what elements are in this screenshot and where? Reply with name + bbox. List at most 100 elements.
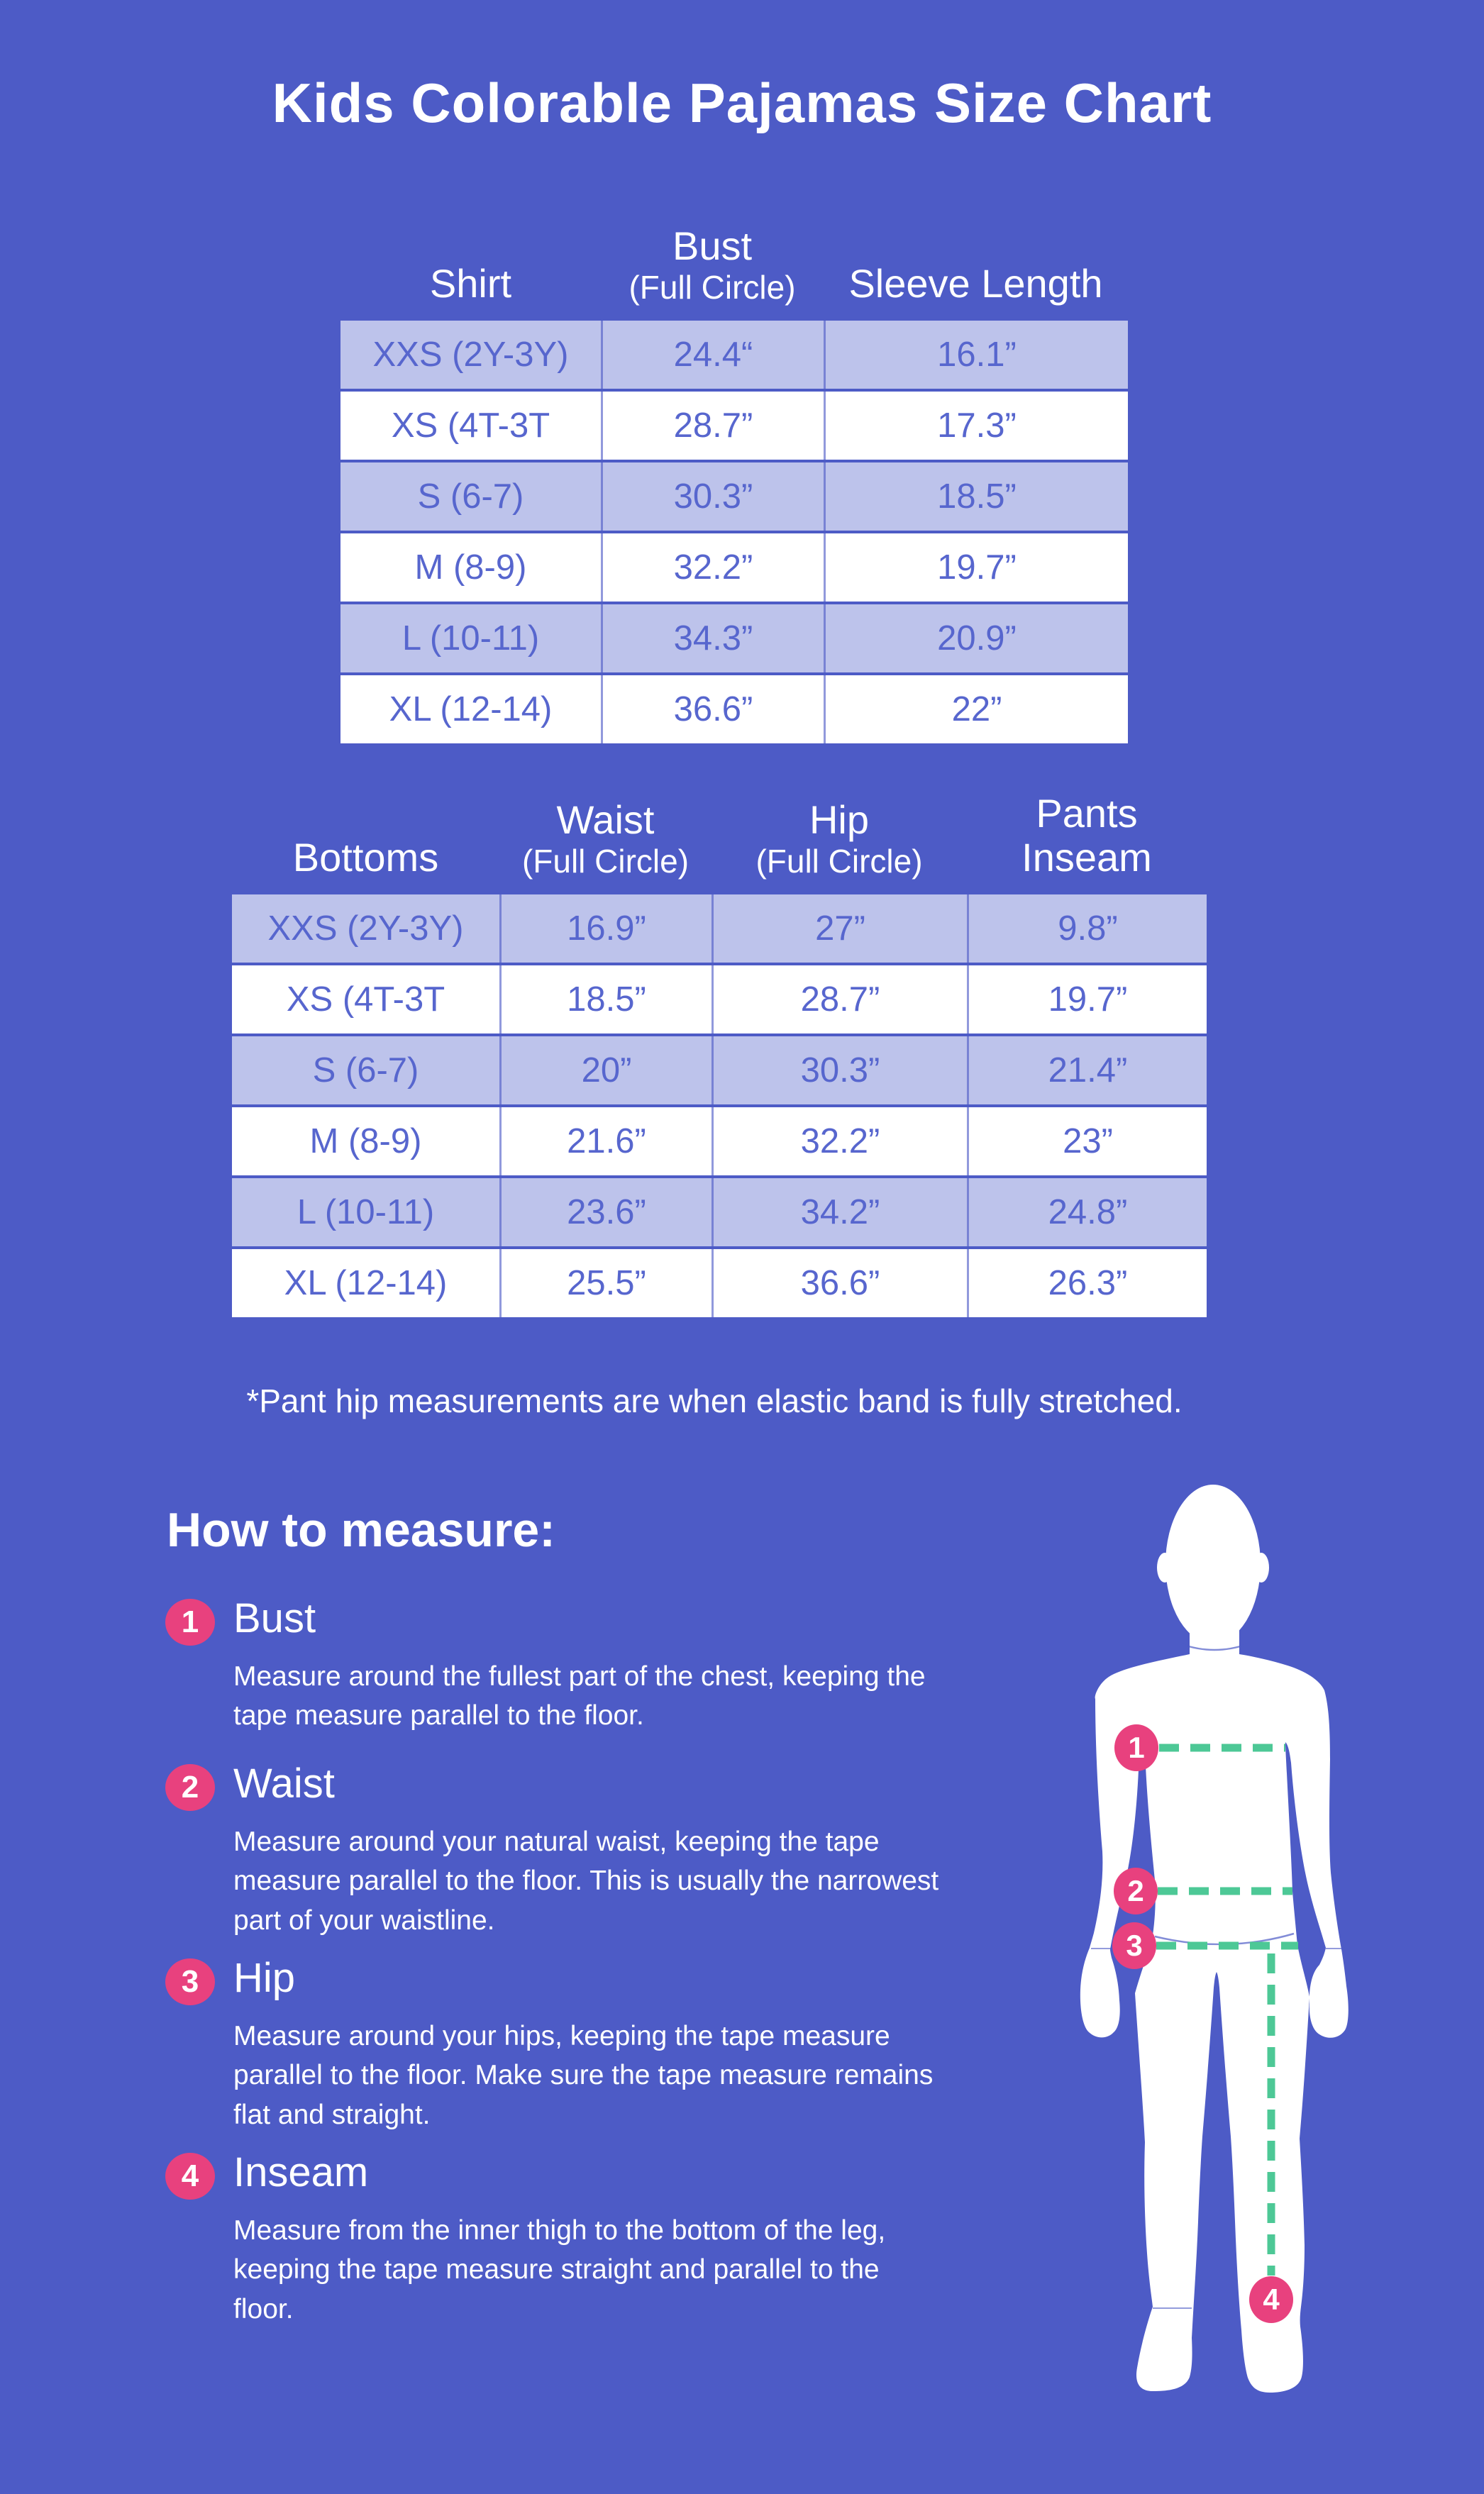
bust-cell: 24.4“ — [601, 321, 824, 389]
step-number-badge: 4 — [165, 2153, 215, 2200]
waist-cell: 23.6” — [499, 1178, 711, 1246]
step-body: Waist Measure around your natural waist,… — [233, 1761, 938, 1940]
size-cell: XL (12-14) — [389, 690, 553, 728]
shirt-table-header: Shirt Bust (Full Circle) Sleeve Length — [340, 204, 1128, 318]
step-description: Measure from the inner thigh to the bott… — [233, 2215, 886, 2324]
bust-cell: 28.7” — [601, 392, 824, 460]
figure-marker-bust: 1 — [1114, 1724, 1158, 1771]
bottoms-header-col2: Waist (Full Circle) — [521, 797, 690, 880]
table-row: S (6-7) 20” 30.3” 21.4” — [232, 1036, 1207, 1104]
step-title: Inseam — [233, 2149, 369, 2195]
figure-collar-line — [1181, 1643, 1248, 1651]
table-row: XS (4T-3T 18.5” 28.7” 19.7” — [232, 965, 1207, 1033]
step-body: Bust Measure around the fullest part of … — [233, 1596, 926, 1736]
step-number-badge: 3 — [165, 1958, 215, 2005]
bottoms-header-col1: Bottoms — [292, 835, 439, 880]
size-cell: L (10-11) — [402, 619, 540, 658]
size-cell: XS (4T-3T — [286, 980, 445, 1019]
bust-cell: 30.3” — [601, 462, 824, 531]
waist-cell: 20” — [499, 1036, 711, 1104]
measure-step-bust: 1 Bust Measure around the fullest part o… — [165, 1596, 1059, 1736]
table-row: L (10-11) 34.3” 20.9” — [340, 604, 1128, 672]
hip-cell: 36.6” — [711, 1249, 967, 1317]
bottoms-table-header: Bottoms Waist (Full Circle) Hip (Full Ci… — [232, 768, 1207, 892]
how-to-measure-heading: How to measure: — [167, 1503, 555, 1557]
shirt-header-col2: Bust (Full Circle) — [629, 223, 796, 306]
size-cell: XS (4T-3T — [391, 406, 550, 445]
table-row: M (8-9) 32.2” 19.7” — [340, 533, 1128, 602]
page-title: Kids Colorable Pajamas Size Chart — [272, 72, 1212, 134]
table-row: M (8-9) 21.6” 32.2” 23” — [232, 1107, 1207, 1175]
inseam-cell: 24.8” — [967, 1178, 1207, 1246]
table-row: XS (4T-3T 28.7” 17.3” — [340, 392, 1128, 460]
step-title: Bust — [233, 1595, 316, 1641]
hip-cell: 34.2” — [711, 1178, 967, 1246]
table-row: XXS (2Y-3Y) 24.4“ 16.1” — [340, 321, 1128, 389]
bust-cell: 36.6” — [601, 675, 824, 743]
hip-cell: 32.2” — [711, 1107, 967, 1175]
sleeve-cell: 19.7” — [824, 533, 1128, 602]
body-silhouette-figure — [1080, 1485, 1349, 2393]
step-number-badge: 2 — [165, 1764, 215, 1811]
hip-measurement-note: *Pant hip measurements are when elastic … — [246, 1382, 1183, 1419]
step-description: Measure around your natural waist, keepi… — [233, 1826, 939, 1936]
step-title: Waist — [233, 1761, 335, 1807]
shirt-header-col1: Shirt — [429, 261, 512, 306]
waist-cell: 25.5” — [499, 1249, 711, 1317]
size-cell: XL (12-14) — [284, 1264, 448, 1302]
inseam-cell: 23” — [967, 1107, 1207, 1175]
waist-cell: 18.5” — [499, 965, 711, 1033]
sleeve-cell: 22” — [824, 675, 1128, 743]
step-number-badge: 1 — [165, 1599, 215, 1646]
sleeve-cell: 16.1” — [824, 321, 1128, 389]
sleeve-cell: 18.5” — [824, 462, 1128, 531]
inseam-cell: 19.7” — [967, 965, 1207, 1033]
table-row: XL (12-14) 25.5” 36.6” 26.3” — [232, 1249, 1207, 1317]
bottoms-size-table: Bottoms Waist (Full Circle) Hip (Full Ci… — [232, 768, 1207, 1317]
hip-cell: 30.3” — [711, 1036, 967, 1104]
bust-cell: 32.2” — [601, 533, 824, 602]
size-cell: S (6-7) — [312, 1051, 419, 1090]
size-cell: L (10-11) — [297, 1193, 435, 1231]
hip-cell: 27” — [711, 894, 967, 963]
size-cell: XXS (2Y-3Y) — [372, 336, 569, 374]
shirt-header-col3: Sleeve Length — [848, 261, 1103, 306]
hip-cell: 28.7” — [711, 965, 967, 1033]
bottoms-header-col4: Pants Inseam — [1021, 790, 1152, 880]
waist-cell: 16.9” — [499, 894, 711, 963]
size-cell: XXS (2Y-3Y) — [267, 909, 464, 948]
bottoms-header-col3: Hip (Full Circle) — [755, 797, 923, 880]
step-description: Measure around the fullest part of the c… — [233, 1661, 926, 1731]
figure-head — [1165, 1485, 1261, 1644]
inseam-cell: 9.8” — [967, 894, 1207, 963]
inseam-cell: 26.3” — [967, 1249, 1207, 1317]
size-cell: S (6-7) — [417, 477, 524, 516]
size-cell: M (8-9) — [414, 548, 527, 587]
table-row: XL (12-14) 36.6” 22” — [340, 675, 1128, 743]
sleeve-cell: 20.9” — [824, 604, 1128, 672]
step-body: Inseam Measure from the inner thigh to t… — [233, 2150, 885, 2329]
table-row: S (6-7) 30.3” 18.5” — [340, 462, 1128, 531]
step-description: Measure around your hips, keeping the ta… — [233, 2020, 934, 2130]
figure-marker-hip: 3 — [1112, 1922, 1156, 1969]
shirt-size-table: Shirt Bust (Full Circle) Sleeve Length X… — [340, 204, 1128, 743]
figure-ear-right — [1253, 1553, 1269, 1583]
inseam-cell: 21.4” — [967, 1036, 1207, 1104]
size-cell: M (8-9) — [309, 1122, 422, 1160]
figure-ear-left — [1157, 1553, 1173, 1583]
figure-body-path — [1080, 1627, 1349, 2393]
table-row: L (10-11) 23.6” 34.2” 24.8” — [232, 1178, 1207, 1246]
measure-step-hip: 3 Hip Measure around your hips, keeping … — [165, 1956, 1059, 2134]
figure-marker-inseam: 4 — [1249, 2276, 1293, 2323]
measure-step-waist: 2 Waist Measure around your natural wais… — [165, 1761, 1059, 1940]
figure-marker-waist: 2 — [1114, 1868, 1158, 1914]
table-row: XXS (2Y-3Y) 16.9” 27” 9.8” — [232, 894, 1207, 963]
waist-cell: 21.6” — [499, 1107, 711, 1175]
step-body: Hip Measure around your hips, keeping th… — [233, 1956, 933, 2134]
measurement-figure: 1 2 3 4 — [1036, 1475, 1461, 2440]
measure-step-inseam: 4 Inseam Measure from the inner thigh to… — [165, 2150, 1059, 2329]
sleeve-cell: 17.3” — [824, 392, 1128, 460]
step-title: Hip — [233, 1955, 296, 2001]
bust-cell: 34.3” — [601, 604, 824, 672]
